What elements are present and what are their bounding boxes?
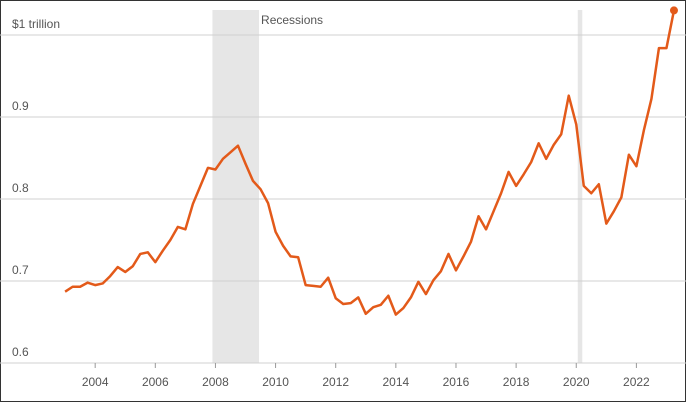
recession-label: Recessions <box>261 13 323 27</box>
x-tick-label: 2020 <box>563 375 590 389</box>
recession-band <box>577 10 583 363</box>
y-tick-label: $1 trillion <box>12 17 60 31</box>
x-tick-label: 2010 <box>262 375 289 389</box>
y-tick-label: 0.8 <box>12 181 29 195</box>
x-tick-label: 2006 <box>142 375 169 389</box>
x-tick-label: 2012 <box>322 375 349 389</box>
x-tick-label: 2004 <box>82 375 109 389</box>
x-tick-label: 2022 <box>623 375 650 389</box>
x-tick-label: 2014 <box>382 375 409 389</box>
x-tick-label: 2016 <box>443 375 470 389</box>
y-tick-label: 0.6 <box>12 345 29 359</box>
y-tick-label: 0.9 <box>12 99 29 113</box>
x-tick-label: 2018 <box>503 375 530 389</box>
y-tick-label: 0.7 <box>12 263 29 277</box>
end-dot <box>669 6 678 15</box>
x-tick-label: 2008 <box>202 375 229 389</box>
recession-band <box>212 10 260 363</box>
data-line <box>64 10 676 316</box>
